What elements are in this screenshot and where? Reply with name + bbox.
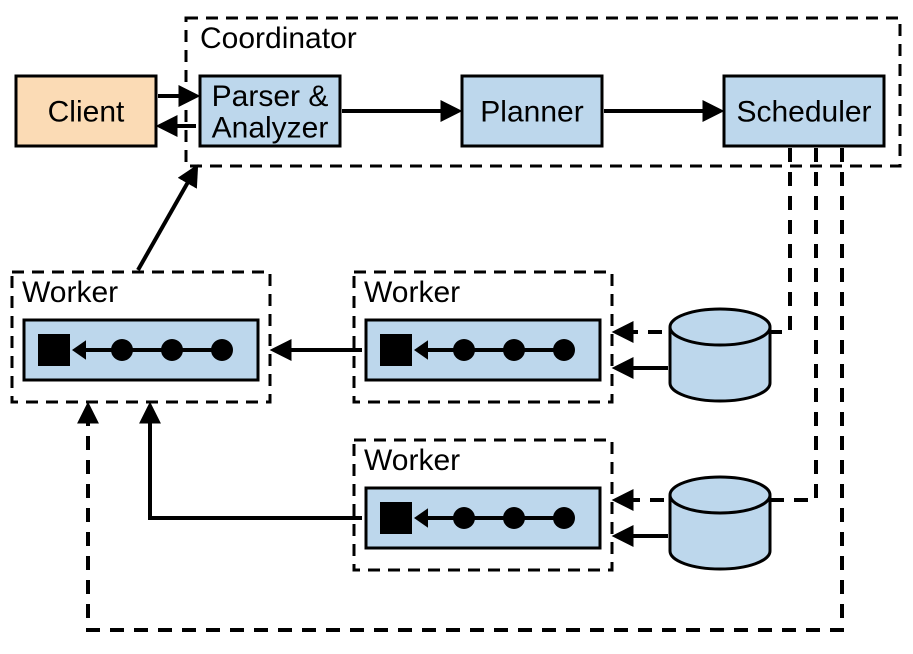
pipeline-p2 <box>366 320 600 380</box>
node-label-parser: Parser & <box>212 80 329 113</box>
node-label-planner: Planner <box>480 96 583 129</box>
node-label-scheduler: Scheduler <box>736 96 871 129</box>
node-label-parser: Analyzer <box>212 111 329 144</box>
database-c1 <box>670 309 770 401</box>
arrow-worker1-to-parser <box>138 168 196 270</box>
pipeline-p1 <box>24 320 258 380</box>
group-label-worker2: Worker <box>364 276 460 309</box>
arrow-worker3-to-worker1 <box>150 406 362 518</box>
pipeline-p3 <box>366 488 600 548</box>
group-label-worker1: Worker <box>22 276 118 309</box>
group-label-coordinator: Coordinator <box>200 22 357 55</box>
node-label-client: Client <box>48 96 125 129</box>
arrow-scheduler-to-worker2 <box>616 148 790 332</box>
database-c2 <box>670 477 770 569</box>
group-label-worker3: Worker <box>364 444 460 477</box>
architecture-diagram: Coordinator Worker Worker Worker Client Parse… <box>0 0 913 654</box>
